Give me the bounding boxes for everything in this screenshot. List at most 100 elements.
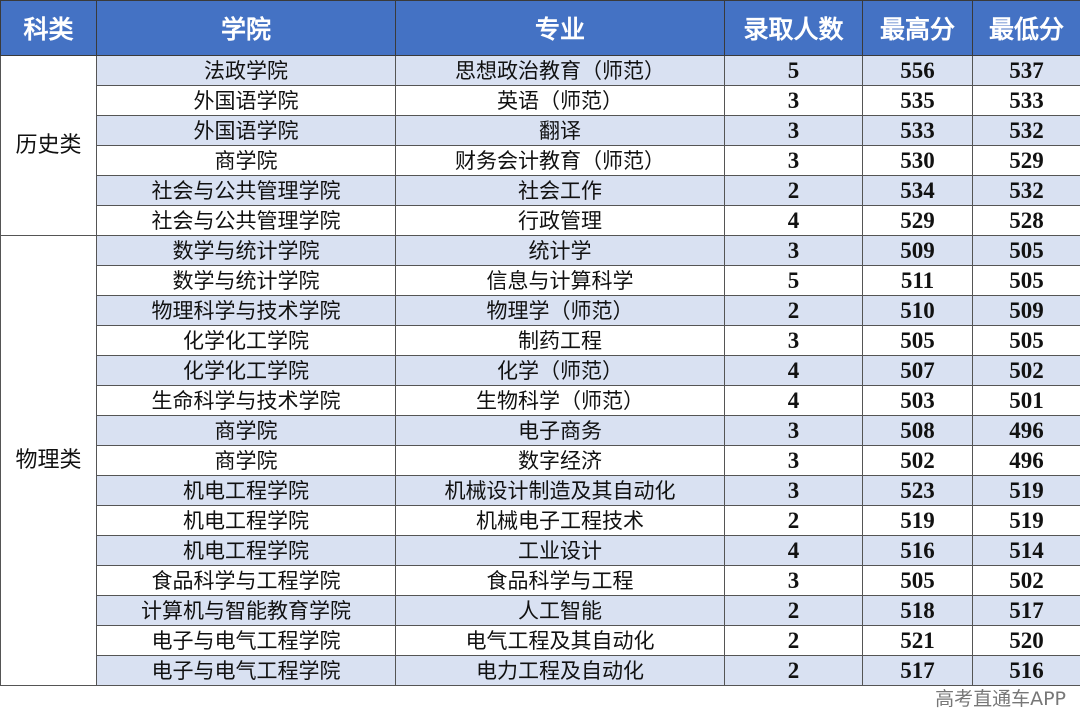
- cell-major: 思想政治教育（师范）: [395, 55, 725, 86]
- table-row: 物理类 数学与统计学院 统计学 3 509 505: [0, 235, 1080, 686]
- cell-min-score: 496: [972, 445, 1080, 476]
- cell-admitted: 2: [724, 655, 863, 686]
- cell-major: 财务会计教育（师范）: [395, 145, 725, 176]
- table-row: 化学化工学院 制药工程 3 505 505: [1, 325, 1080, 356]
- table-row: 数学与统计学院 信息与计算科学 5 511 505: [1, 265, 1080, 296]
- table-row: 机电工程学院 工业设计 4 516 514: [1, 535, 1080, 566]
- cell-admitted: 2: [724, 625, 863, 656]
- cell-admitted: 3: [724, 415, 863, 446]
- table-row: 机电工程学院 机械设计制造及其自动化 3 523 519: [1, 475, 1080, 506]
- cell-major: 食品科学与工程: [395, 565, 725, 596]
- cell-min-score: 520: [972, 625, 1080, 656]
- table-row: 电子与电气工程学院 电力工程及自动化 2 517 516: [1, 655, 1080, 686]
- cell-max-score: 519: [862, 505, 973, 536]
- cell-admitted: 3: [724, 235, 863, 266]
- cell-admitted: 4: [724, 205, 863, 236]
- table-row: 化学化工学院 化学（师范） 4 507 502: [1, 355, 1080, 386]
- cell-max-score: 517: [862, 655, 973, 686]
- cell-max-score: 521: [862, 625, 973, 656]
- cell-college: 电子与电气工程学院: [96, 625, 396, 656]
- cell-min-score: 509: [972, 295, 1080, 326]
- cell-min-score: 519: [972, 475, 1080, 506]
- cell-admitted: 3: [724, 445, 863, 476]
- table-row: 机电工程学院 机械电子工程技术 2 519 519: [1, 505, 1080, 536]
- cell-major: 生物科学（师范）: [395, 385, 725, 416]
- cell-max-score: 529: [862, 205, 973, 236]
- cell-college: 数学与统计学院: [96, 235, 396, 266]
- cell-max-score: 530: [862, 145, 973, 176]
- table-row: 商学院 电子商务 3 508 496: [1, 415, 1080, 446]
- cell-max-score: 510: [862, 295, 973, 326]
- header-min-score: 最低分: [972, 0, 1080, 56]
- cell-college: 化学化工学院: [96, 355, 396, 386]
- cell-admitted: 2: [724, 175, 863, 206]
- cell-min-score: 533: [972, 85, 1080, 116]
- cell-min-score: 502: [972, 565, 1080, 596]
- header-category: 科类: [0, 0, 97, 56]
- cell-min-score: 505: [972, 265, 1080, 296]
- cell-major: 翻译: [395, 115, 725, 146]
- cell-major: 物理学（师范）: [395, 295, 725, 326]
- cell-min-score: 517: [972, 595, 1080, 626]
- cell-major: 社会工作: [395, 175, 725, 206]
- cell-college: 电子与电气工程学院: [96, 655, 396, 686]
- cell-category: 物理类: [0, 235, 97, 686]
- cell-major: 工业设计: [395, 535, 725, 566]
- header-max-score: 最高分: [862, 0, 973, 56]
- cell-college: 商学院: [96, 415, 396, 446]
- cell-max-score: 502: [862, 445, 973, 476]
- cell-max-score: 535: [862, 85, 973, 116]
- header-row: 科类 学院 专业 录取人数 最高分 最低分: [0, 0, 1080, 56]
- cell-min-score: 501: [972, 385, 1080, 416]
- cell-min-score: 537: [972, 55, 1080, 86]
- cell-max-score: 503: [862, 385, 973, 416]
- table-row: 社会与公共管理学院 行政管理 4 529 528: [1, 205, 1080, 236]
- table-row: 物理科学与技术学院 物理学（师范） 2 510 509: [1, 295, 1080, 326]
- cell-max-score: 511: [862, 265, 973, 296]
- cell-min-score: 514: [972, 535, 1080, 566]
- cell-major: 电力工程及自动化: [395, 655, 725, 686]
- cell-max-score: 505: [862, 565, 973, 596]
- cell-admitted: 3: [724, 565, 863, 596]
- cell-major: 人工智能: [395, 595, 725, 626]
- header-admitted: 录取人数: [724, 0, 863, 56]
- cell-major: 信息与计算科学: [395, 265, 725, 296]
- cell-college: 商学院: [96, 145, 396, 176]
- admission-table: 科类 学院 专业 录取人数 最高分 最低分 历史类 法政学院 思想政治教育（师范） 5…: [0, 0, 1080, 686]
- cell-max-score: 534: [862, 175, 973, 206]
- table-row: 社会与公共管理学院 社会工作 2 534 532: [1, 175, 1080, 206]
- cell-major: 行政管理: [395, 205, 725, 236]
- cell-max-score: 507: [862, 355, 973, 386]
- table-row: 历史类 法政学院 思想政治教育（师范） 5 556 537: [0, 55, 1080, 236]
- cell-admitted: 4: [724, 385, 863, 416]
- cell-major: 机械设计制造及其自动化: [395, 475, 725, 506]
- cell-college: 外国语学院: [96, 85, 396, 116]
- cell-major: 数字经济: [395, 445, 725, 476]
- cell-admitted: 2: [724, 295, 863, 326]
- cell-major: 统计学: [395, 235, 725, 266]
- table-row: 商学院 数字经济 3 502 496: [1, 445, 1080, 476]
- cell-college: 社会与公共管理学院: [96, 175, 396, 206]
- cell-college: 生命科学与技术学院: [96, 385, 396, 416]
- cell-admitted: 2: [724, 505, 863, 536]
- cell-college: 外国语学院: [96, 115, 396, 146]
- watermark: 高考直通车APP: [935, 688, 1066, 710]
- cell-max-score: 516: [862, 535, 973, 566]
- cell-max-score: 518: [862, 595, 973, 626]
- cell-min-score: 532: [972, 175, 1080, 206]
- cell-max-score: 505: [862, 325, 973, 356]
- cell-max-score: 508: [862, 415, 973, 446]
- table-row: 食品科学与工程学院 食品科学与工程 3 505 502: [1, 565, 1080, 596]
- cell-college: 商学院: [96, 445, 396, 476]
- cell-major: 英语（师范）: [395, 85, 725, 116]
- cell-admitted: 3: [724, 145, 863, 176]
- cell-max-score: 523: [862, 475, 973, 506]
- table-row: 商学院 财务会计教育（师范） 3 530 529: [1, 145, 1080, 176]
- cell-admitted: 4: [724, 355, 863, 386]
- cell-college: 数学与统计学院: [96, 265, 396, 296]
- cell-min-score: 532: [972, 115, 1080, 146]
- cell-max-score: 556: [862, 55, 973, 86]
- cell-min-score: 505: [972, 325, 1080, 356]
- cell-admitted: 2: [724, 595, 863, 626]
- cell-college: 物理科学与技术学院: [96, 295, 396, 326]
